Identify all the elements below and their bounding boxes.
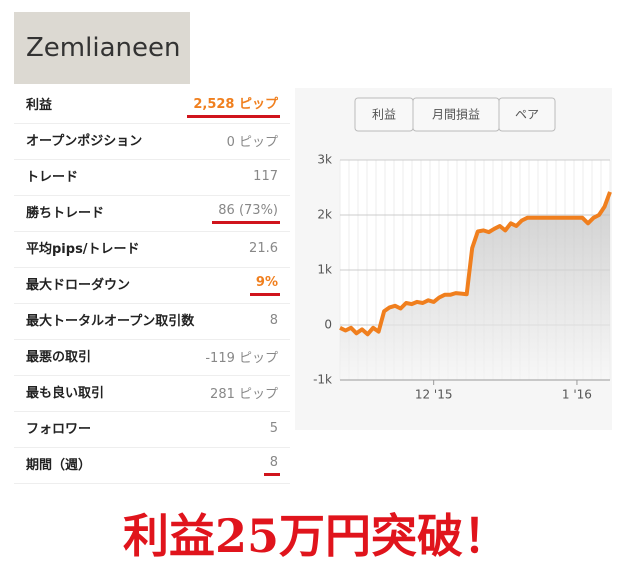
stat-label: 最大トータルオープン取引数 bbox=[26, 313, 195, 329]
stat-value: 9% bbox=[249, 275, 280, 296]
stat-label: 最大ドローダウン bbox=[26, 277, 131, 293]
stat-row: 利益 2,528 ピップ bbox=[14, 88, 290, 124]
y-tick-label: 2k bbox=[317, 208, 332, 222]
stat-value: 21.6 bbox=[249, 240, 278, 256]
stat-value: 8 bbox=[269, 312, 278, 328]
stat-row: フォロワー 5 bbox=[14, 412, 290, 448]
stat-row: 最も良い取引 281 ピップ bbox=[14, 376, 290, 412]
stat-label: フォロワー bbox=[26, 421, 92, 437]
stat-row: 最大トータルオープン取引数 8 bbox=[14, 304, 290, 340]
stat-value: -119 ピップ bbox=[205, 350, 278, 366]
tab-label[interactable]: 月間損益 bbox=[432, 107, 480, 122]
tab[interactable] bbox=[498, 97, 556, 132]
stat-row: 平均pips/トレード 21.6 bbox=[14, 232, 290, 268]
profile-header: Zemlianeen bbox=[14, 12, 190, 84]
line bbox=[339, 191, 612, 337]
stat-row: 期間（週） 8 bbox=[14, 448, 290, 484]
tab-label[interactable]: ペア bbox=[515, 108, 539, 122]
stat-row: 最大ドローダウン 9% bbox=[14, 268, 290, 304]
stat-label: 期間（週） bbox=[26, 457, 92, 473]
stat-value: 281 ピップ bbox=[210, 386, 278, 402]
tab-label[interactable]: 利益 bbox=[372, 108, 396, 122]
stat-label: 最も良い取引 bbox=[26, 385, 105, 401]
stat-label: 平均pips/トレード bbox=[26, 241, 140, 257]
stat-value: 5 bbox=[269, 420, 278, 436]
area bbox=[340, 191, 610, 380]
stat-value: 0 ピップ bbox=[226, 134, 278, 150]
banner: 利益25万円突破！ bbox=[122, 509, 509, 563]
chart: 利益 月間損益 ペア -1k 0 1k 2k 3k 12 '15 1 '16 bbox=[295, 88, 612, 430]
stats-table: 利益 2,528 ピップオープンポジション 0 ピップトレード 117 勝ちトレード 86… bbox=[14, 88, 290, 484]
stat-label: 利益 bbox=[26, 97, 53, 113]
stat-value: 117 bbox=[253, 168, 278, 184]
y-tick-label: -1k bbox=[313, 373, 332, 387]
x-tick-label: 12 '15 bbox=[415, 388, 453, 402]
stat-label: オープンポジション bbox=[26, 133, 143, 149]
stat-value: 8 bbox=[263, 455, 280, 476]
stat-value: 2,528 ピップ bbox=[187, 93, 280, 118]
y-tick-label: 1k bbox=[317, 263, 332, 277]
stat-label: 最悪の取引 bbox=[26, 349, 92, 365]
stat-row: 勝ちトレード 86 (73%) bbox=[14, 196, 290, 232]
stat-label: トレード bbox=[26, 169, 79, 185]
stat-row: トレード 117 bbox=[14, 160, 290, 196]
stat-label: 勝ちトレード bbox=[26, 205, 105, 221]
x-tick-label: 1 '16 bbox=[562, 388, 592, 402]
stat-row: 最悪の取引 -119 ピップ bbox=[14, 340, 290, 376]
y-tick-label: 3k bbox=[317, 153, 332, 167]
y-tick-label: 0 bbox=[324, 318, 332, 332]
stat-value: 86 (73%) bbox=[212, 203, 280, 224]
stat-row: オープンポジション 0 ピップ bbox=[14, 124, 290, 160]
